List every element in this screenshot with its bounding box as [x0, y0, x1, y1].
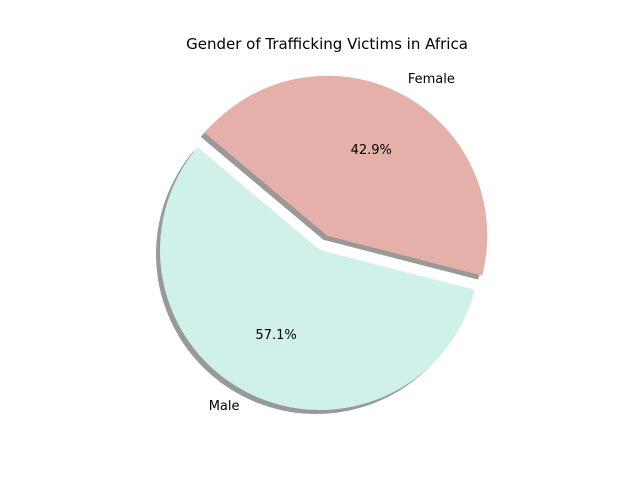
- pie-pct-label-male: 57.1%: [255, 328, 296, 343]
- label-layer: Male 57.1% Female 42.9%: [209, 72, 455, 414]
- pie-slice-female: [204, 75, 488, 276]
- slice-layer: [160, 75, 488, 410]
- pie-label-male: Male: [209, 399, 240, 414]
- pie-pct-label-female: 42.9%: [351, 143, 392, 158]
- pie-slice-male: [160, 147, 475, 410]
- pie-label-female: Female: [408, 72, 455, 87]
- chart-title: Gender of Trafficking Victims in Africa: [186, 35, 468, 53]
